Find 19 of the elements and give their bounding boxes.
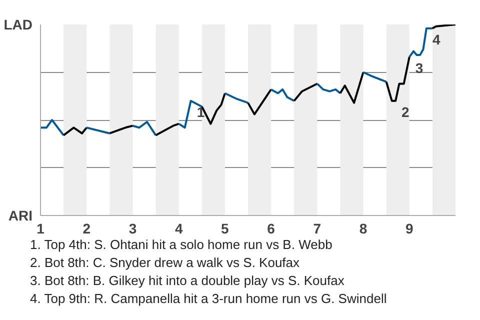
x-tick-label: 3: [128, 220, 137, 236]
x-tick-label: 6: [267, 220, 276, 236]
x-tick-label: 5: [221, 220, 230, 236]
annotation: 2: [402, 104, 410, 120]
x-tick-label: 8: [359, 220, 368, 236]
annotation: 1: [196, 104, 205, 120]
x-tick-label: 4: [174, 220, 183, 236]
text: ARI: [8, 208, 33, 224]
text: LAD: [4, 16, 33, 32]
x-tick-label: 7: [313, 220, 322, 236]
text: 1. Top 4th: S. Ohtani hit a solo home run vs B. Webb: [30, 237, 332, 252]
text: 4. Top 9th: R. Campanella hit a 3-run home run vs G. Swindell: [30, 291, 387, 306]
x-tick-label: 9: [405, 220, 414, 236]
annotation: 4: [432, 31, 440, 48]
text: 2. Bot 8th: C. Snyder drew a walk vs S. Koufax: [30, 255, 300, 270]
x-tick-label: 2: [82, 220, 91, 236]
annotation: 3: [415, 60, 424, 76]
text: 3. Bot 8th: B. Gilkey hit into a double play vs S. Koufax: [30, 273, 344, 288]
x-tick-label: 1: [36, 220, 45, 236]
